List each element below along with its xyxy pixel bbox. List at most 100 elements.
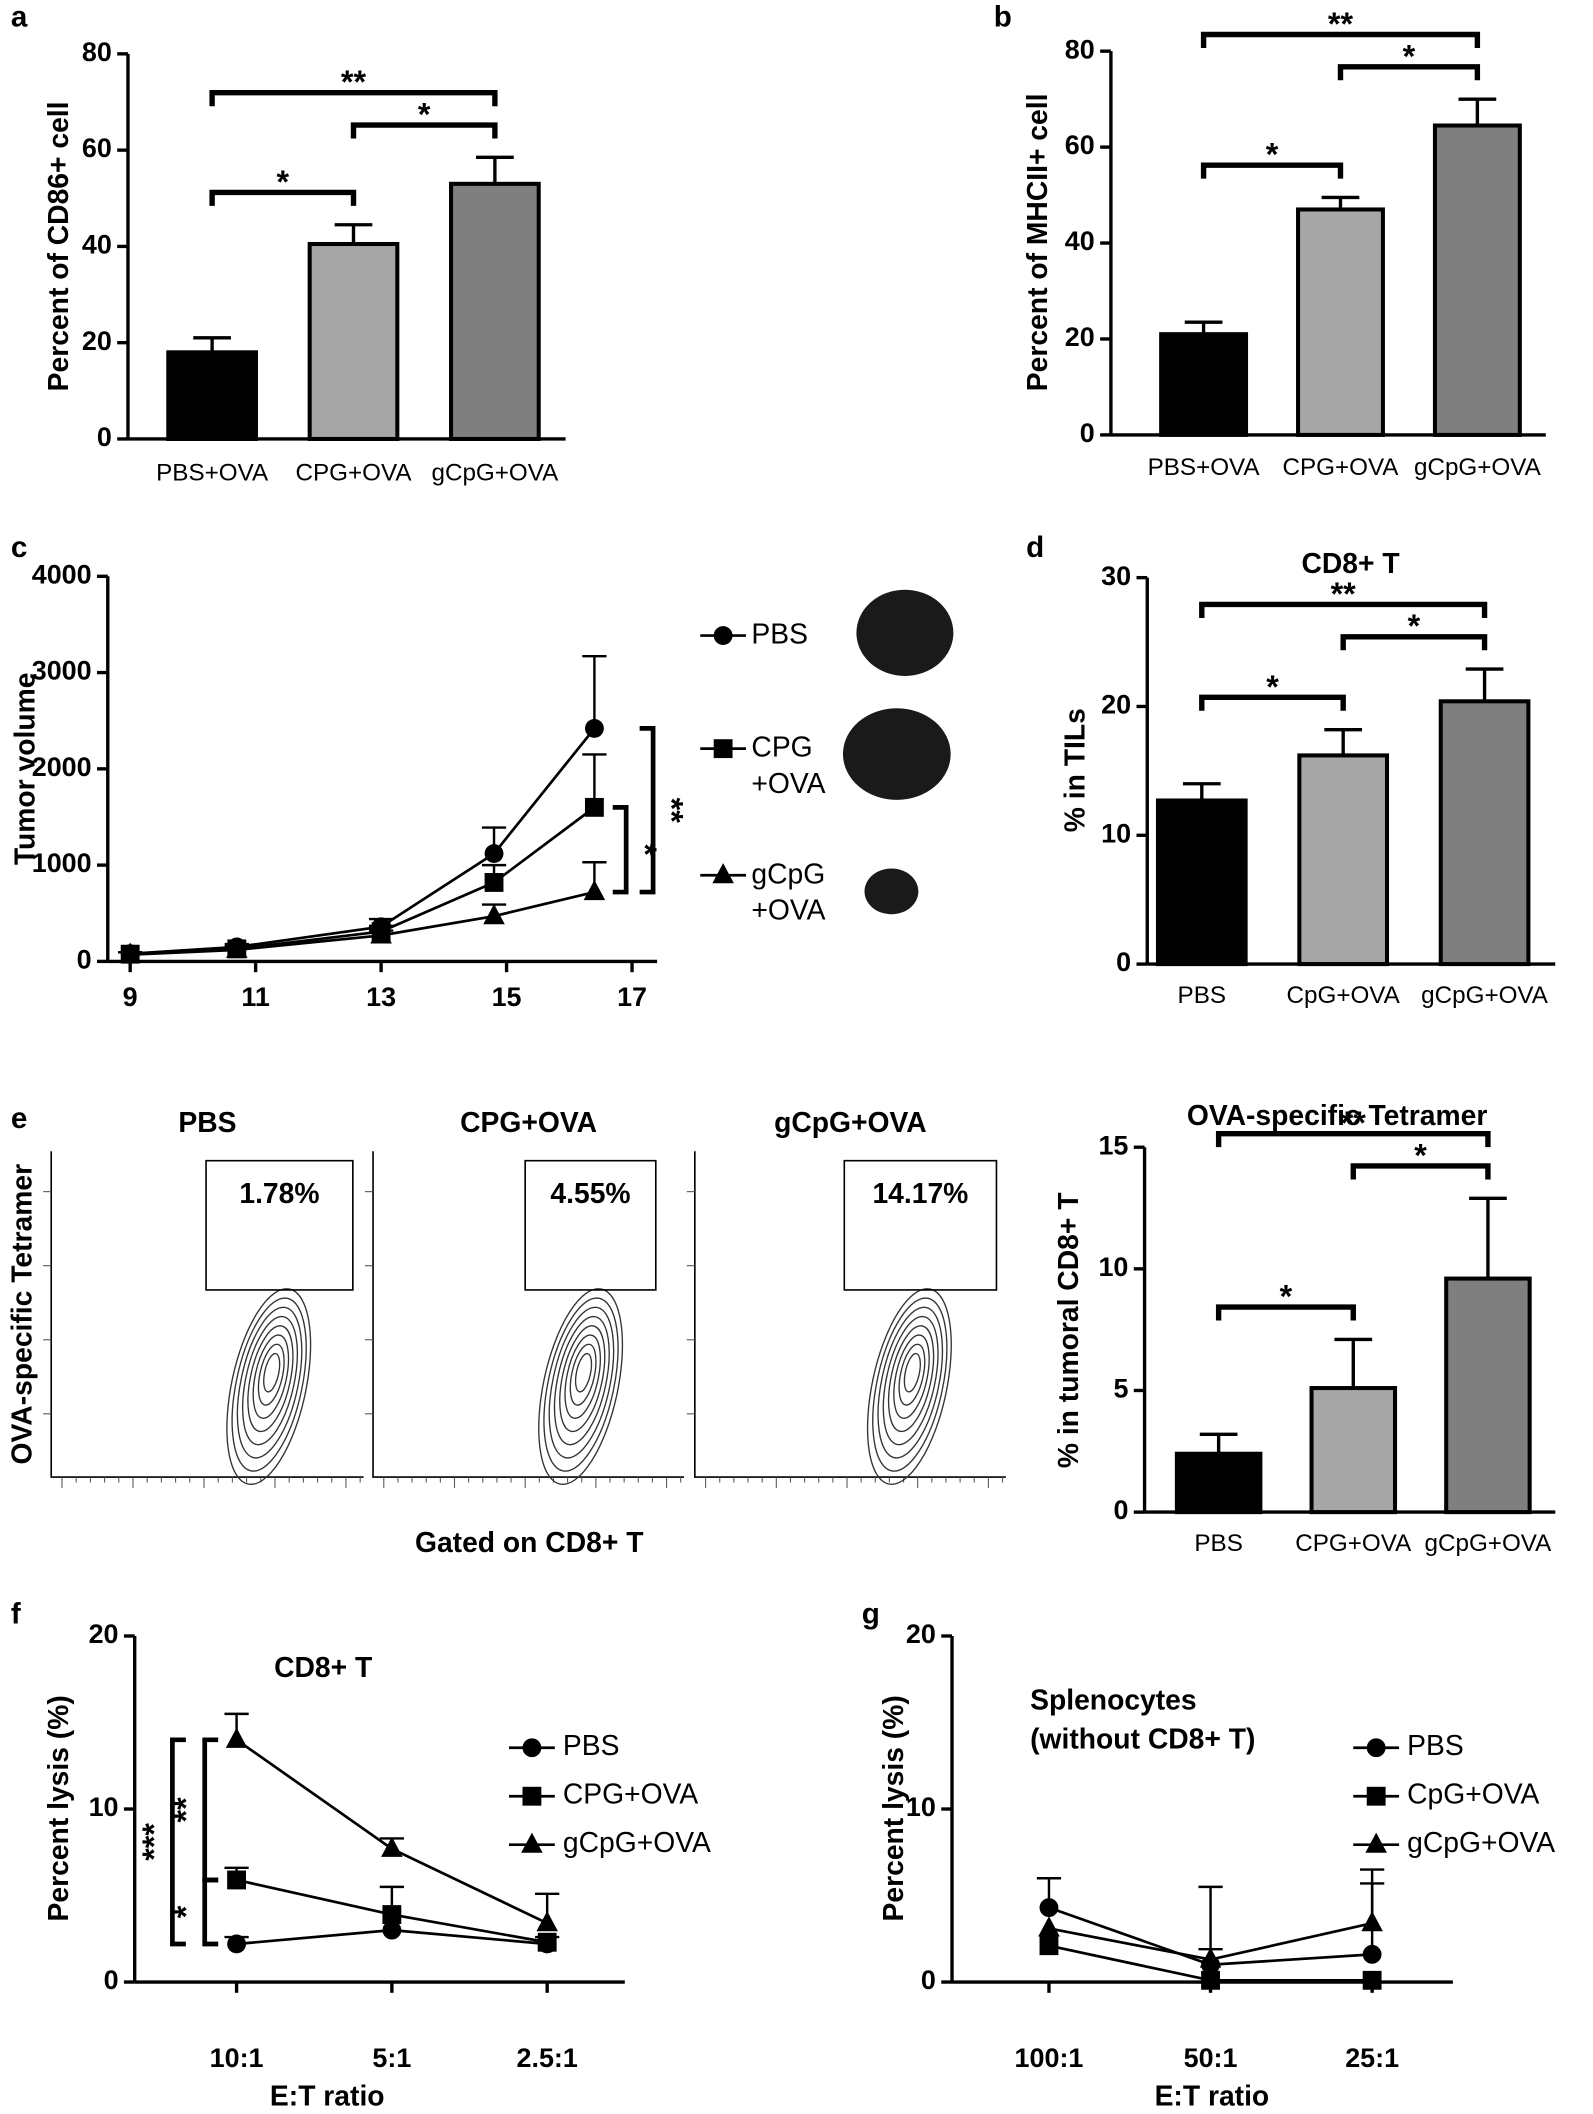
y-tick-label: 60 (1065, 130, 1095, 160)
y-axis-label: Percent of MHCII+ cell (1021, 94, 1053, 392)
error-bar (1465, 667, 1504, 702)
y-tick-label: 40 (1065, 226, 1095, 256)
legend-label: PBS (1407, 1729, 1464, 1761)
error-bar (1184, 320, 1223, 335)
contour (882, 1315, 939, 1446)
y-tick-label: 20 (906, 1619, 936, 1649)
y-tick-label: 0 (104, 1965, 119, 1995)
x-tick-label: 9 (123, 982, 138, 1012)
significance-label: * (1280, 1279, 1293, 1315)
x-tick-label: gCpG+OVA (1414, 454, 1542, 481)
significance-bracket (170, 1737, 186, 1947)
y-tick-label: 1000 (32, 848, 92, 878)
x-tick-label: 25:1 (1345, 2043, 1399, 2073)
significance-label: ** (1328, 6, 1354, 42)
x-tick-label: CPG+OVA (1295, 1530, 1412, 1557)
contour (887, 1325, 935, 1433)
marker (484, 844, 504, 863)
contour (574, 1352, 593, 1393)
bar (1296, 207, 1385, 437)
significance-label: * (1266, 669, 1279, 705)
significance-label: * (1266, 137, 1279, 173)
contour (226, 1288, 312, 1485)
contour (263, 1352, 281, 1393)
legend-label: CPG+OVA (563, 1778, 698, 1810)
significance-bracket (612, 805, 629, 895)
contour (538, 1288, 624, 1485)
legend-label: PBS (751, 619, 808, 651)
significance-bracket (1215, 1304, 1356, 1321)
marker (713, 626, 733, 645)
y-axis-label: % in TILs (1059, 708, 1091, 832)
bar (1174, 1451, 1263, 1515)
significance-label: * (627, 843, 663, 856)
y-tick-label: 0 (921, 1965, 936, 1995)
error-bar (1469, 1196, 1507, 1279)
significance-bracket (1340, 634, 1488, 651)
marker (1199, 1947, 1222, 1968)
contour (231, 1297, 307, 1472)
marker (712, 863, 734, 884)
significance-bracket (1200, 31, 1481, 48)
significance-bracket (1337, 64, 1481, 81)
marker (583, 879, 606, 901)
tumor-photos (842, 589, 954, 915)
panel-label: e (11, 1102, 27, 1135)
significance-bracket (1350, 1163, 1491, 1180)
legend-label: gCpG +OVA (751, 859, 826, 927)
marker (1362, 1970, 1382, 1990)
error-bar (334, 223, 373, 245)
contour (236, 1306, 303, 1459)
significance-bracket (209, 189, 357, 206)
x-tick-label: PBS+OVA (156, 459, 269, 486)
significance-bracket (639, 726, 656, 895)
plot-title: CPG+OVA (460, 1106, 597, 1138)
marker (1361, 1911, 1383, 1932)
y-tick-label: 10 (89, 1792, 119, 1822)
x-tick-label: PBS (1178, 982, 1226, 1009)
error-bar (1182, 782, 1221, 801)
marker (584, 797, 604, 817)
marker (484, 873, 504, 892)
x-axis-label: E:T ratio (270, 2079, 385, 2111)
error-bar (1321, 195, 1360, 210)
y-tick-label: 0 (97, 422, 112, 452)
y-tick-label: 5 (1113, 1374, 1128, 1404)
significance-label: * (1403, 38, 1416, 74)
y-tick-label: 30 (1101, 561, 1131, 591)
bar (1444, 1276, 1532, 1515)
legend-label: CPG +OVA (751, 732, 826, 801)
marker (227, 1934, 247, 1954)
significance-label: ** (654, 798, 690, 824)
contour (893, 1334, 930, 1419)
x-tick-label: gCpG+OVA (432, 459, 560, 486)
contour (872, 1297, 948, 1472)
chart-title: CD8+ T (1301, 547, 1399, 579)
x-axis-label: Gated on CD8+ T (415, 1526, 644, 1558)
y-axis-label: Percent lysis (%) (42, 1695, 74, 1921)
y-axis-label: OVA-specific Tetramer (6, 1164, 38, 1465)
marker (1039, 1936, 1059, 1956)
y-tick-label: 20 (89, 1619, 119, 1649)
contour (559, 1325, 606, 1433)
error-bar (1458, 97, 1497, 126)
chart-title: Splenocytes (1030, 1683, 1197, 1715)
significance-label: *** (136, 1823, 172, 1861)
gate-label: 14.17% (872, 1177, 968, 1209)
contour (569, 1343, 597, 1406)
marker (119, 942, 141, 963)
y-tick-label: 3000 (32, 656, 92, 686)
error-bar (582, 654, 607, 729)
y-tick-label: 10 (906, 1792, 936, 1822)
x-tick-label: CPG+OVA (1282, 454, 1399, 481)
legend-box: PBS (751, 619, 808, 651)
y-tick-label: 80 (1065, 34, 1095, 64)
x-tick-label: 5:1 (372, 2043, 411, 2073)
x-tick-label: CpG+OVA (1287, 982, 1401, 1009)
tumor-photo (842, 708, 951, 800)
x-tick-label: gCpG+OVA (1421, 982, 1549, 1009)
x-tick-label: 13 (366, 982, 396, 1012)
y-tick-label: 0 (1116, 947, 1131, 977)
